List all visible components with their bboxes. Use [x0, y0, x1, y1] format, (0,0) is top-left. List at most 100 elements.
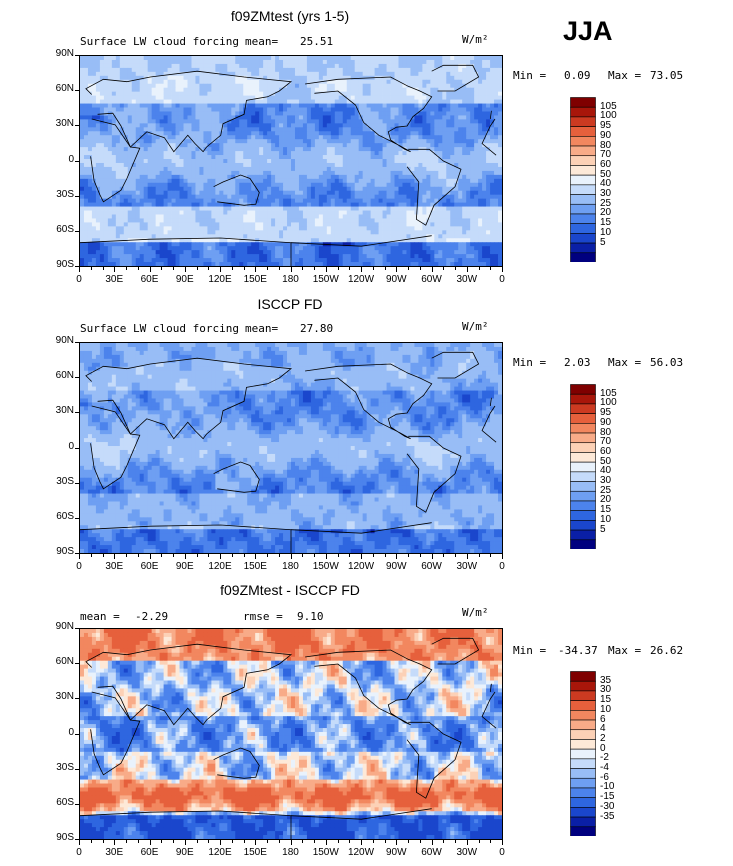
field-cell	[275, 159, 280, 164]
field-cell	[179, 107, 184, 112]
field-cell	[139, 75, 145, 81]
field-cell	[80, 151, 85, 156]
field-cell	[378, 155, 383, 160]
field-cell	[115, 202, 121, 207]
field-cell	[442, 87, 447, 93]
field-cell	[191, 226, 196, 231]
field-cell	[294, 111, 300, 116]
field-cell	[139, 99, 145, 104]
field-cell	[438, 63, 443, 69]
field-cell	[199, 99, 204, 104]
field-cell	[167, 155, 172, 160]
field-cell	[243, 222, 248, 227]
field-cell	[342, 182, 348, 188]
field-cell	[251, 166, 256, 172]
field-cell	[318, 222, 324, 227]
field-cell	[83, 83, 89, 89]
field-cell	[454, 119, 459, 124]
field-cell	[394, 174, 399, 180]
field-cell	[346, 218, 352, 223]
field-cell	[179, 91, 184, 97]
field-cell	[95, 151, 101, 156]
field-cell	[227, 178, 232, 184]
field-cell	[283, 210, 288, 215]
field-cell	[183, 71, 188, 77]
field-cell	[179, 214, 184, 219]
field-cell	[382, 174, 387, 180]
field-cell	[406, 198, 411, 203]
field-cell	[219, 111, 224, 116]
field-cell	[310, 95, 316, 100]
field-cell	[291, 230, 296, 235]
field-cell	[298, 119, 304, 124]
field-cell	[482, 159, 487, 164]
field-cell	[195, 115, 200, 120]
field-cell	[131, 214, 137, 219]
field-cell	[219, 234, 224, 239]
field-cell	[370, 99, 375, 104]
field-cell	[231, 222, 236, 227]
field-cell	[338, 87, 344, 93]
field-cell	[219, 67, 224, 73]
field-cell	[267, 75, 272, 81]
field-cell	[326, 182, 332, 188]
field-cell	[291, 56, 296, 61]
field-cell	[215, 238, 220, 243]
field-cell	[398, 139, 403, 144]
field-cell	[314, 71, 320, 77]
field-cell	[83, 147, 89, 152]
field-cell	[131, 178, 137, 184]
field-cell	[442, 155, 447, 160]
field-cell	[183, 194, 188, 200]
field-cell	[143, 170, 149, 176]
field-cell	[382, 226, 387, 231]
field-cell	[231, 83, 236, 89]
field-cell	[414, 206, 419, 211]
field-cell	[426, 222, 431, 227]
field-cell	[426, 59, 431, 65]
field-cell	[87, 162, 93, 168]
field-cell	[474, 194, 479, 200]
field-cell	[219, 206, 224, 211]
field-cell	[454, 162, 459, 168]
field-cell	[342, 87, 348, 93]
field-cell	[131, 194, 137, 200]
field-cell	[91, 159, 97, 164]
field-cell	[183, 79, 188, 85]
field-cell	[287, 206, 292, 211]
field-cell	[322, 170, 328, 176]
field-cell	[231, 162, 236, 168]
field-cell	[482, 194, 487, 200]
field-cell	[450, 79, 455, 85]
field-cell	[271, 206, 276, 211]
field-cell	[183, 107, 188, 112]
field-cell	[287, 186, 292, 192]
field-cell	[80, 238, 85, 243]
field-cell	[346, 206, 352, 211]
field-cell	[370, 194, 375, 200]
field-cell	[263, 198, 268, 203]
field-cell	[498, 226, 502, 231]
field-cell	[374, 99, 379, 104]
field-cell	[263, 83, 268, 89]
field-cell	[143, 59, 149, 65]
field-cell	[470, 67, 475, 73]
field-cell	[135, 234, 141, 239]
field-cell	[279, 234, 284, 239]
field-cell	[394, 67, 399, 73]
field-cell	[167, 174, 172, 180]
field-cell	[334, 198, 340, 203]
field-cell	[159, 111, 164, 116]
variable-label: Surface LW cloud forcing	[80, 35, 239, 48]
field-cell	[267, 182, 272, 188]
field-cell	[338, 186, 344, 192]
field-cell	[390, 123, 395, 128]
field-cell	[207, 67, 212, 73]
field-cell	[163, 75, 168, 81]
field-cell	[454, 99, 459, 104]
field-cell	[171, 83, 176, 89]
field-cell	[83, 238, 89, 243]
field-cell	[131, 139, 137, 144]
field-cell	[330, 182, 336, 188]
field-cell	[418, 218, 423, 223]
